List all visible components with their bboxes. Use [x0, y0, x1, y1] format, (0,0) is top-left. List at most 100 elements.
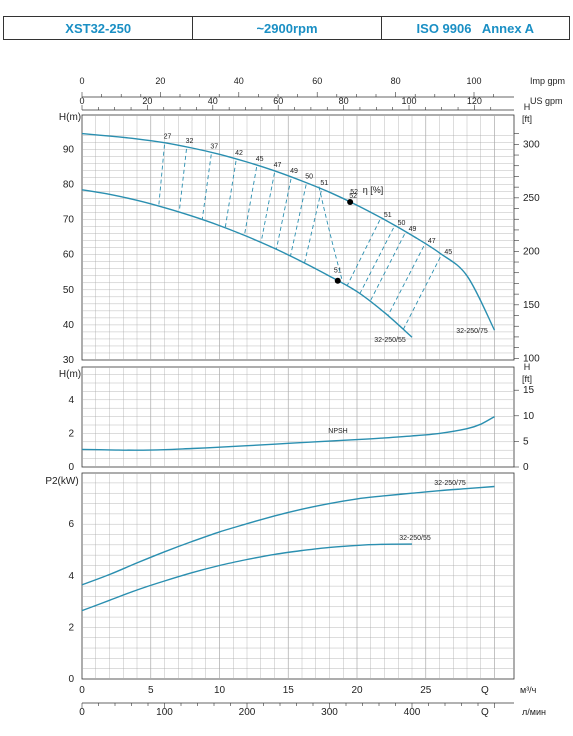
- imp-gpm-tick-label: 20: [155, 76, 165, 86]
- efficiency-label-top: 51: [320, 180, 328, 187]
- us-gpm-tick-label: 0: [79, 96, 84, 106]
- efficiency-iso-line-low: [346, 219, 381, 287]
- head-frame: [81, 114, 515, 361]
- npsh-ft-unit: [ft]: [522, 374, 532, 384]
- efficiency-iso-line-low: [369, 234, 405, 302]
- us-gpm-tick-label: 80: [339, 96, 349, 106]
- imp-gpm-tick-label: 100: [466, 76, 481, 86]
- power-curve-32-250-75: [81, 485, 495, 586]
- efficiency-label-low: 49: [409, 226, 417, 233]
- head-ft-tick-label: 200: [523, 246, 540, 257]
- head-y-tick-label: 30: [63, 355, 75, 366]
- efficiency-label-low: 47: [428, 238, 436, 245]
- efficiency-label-low: 51: [384, 212, 392, 219]
- efficiency-iso-line: [260, 172, 275, 243]
- power-y-tick-label: 0: [68, 674, 74, 685]
- efficiency-iso-line-low: [359, 227, 394, 294]
- head-ft-tick-label: 100: [523, 353, 540, 364]
- efficiency-label-low: 50: [398, 220, 406, 227]
- npsh-ft-tick-label: 0: [523, 462, 529, 473]
- efficiency-axis-label: η [%]: [363, 185, 384, 195]
- power-y-tick-label: 4: [68, 571, 74, 582]
- npsh-curve-label: NPSH: [328, 428, 347, 435]
- flow-x-tick-label: 15: [283, 685, 295, 696]
- efficiency-label-low: 45: [444, 249, 452, 256]
- npsh-ft-label: H: [524, 362, 531, 372]
- us-gpm-tick-label: 100: [401, 96, 416, 106]
- efficiency-iso-line-low: [387, 245, 425, 316]
- header-table: XST32-250 ~2900rpm ISO 9906 Annex A: [3, 16, 570, 40]
- efficiency-iso-line: [178, 148, 187, 213]
- model-cell: XST32-250: [65, 20, 132, 36]
- efficiency-iso-line: [304, 190, 322, 264]
- head-ft-unit: [ft]: [522, 114, 532, 124]
- efficiency-label-top: 37: [210, 143, 218, 150]
- head-y-tick-label: 70: [63, 215, 75, 226]
- head-y-tick-label: 80: [63, 180, 75, 191]
- standard-cell: ISO 9906 Annex A: [380, 17, 569, 39]
- efficiency-label-top: 32: [186, 138, 194, 145]
- flow-x-tick-label: 5: [148, 685, 154, 696]
- flow-x-tick-label: 25: [420, 685, 432, 696]
- head-ft-tick-label: 150: [523, 300, 540, 311]
- flow-x-tick-label: 0: [79, 685, 85, 696]
- bep-label-75: 52: [350, 189, 358, 196]
- lmin-tick-label: 400: [404, 707, 421, 718]
- flow-x-q-label: Q: [481, 685, 489, 696]
- flow-x-tick-label: 10: [214, 685, 226, 696]
- imp-gpm-tick-label: 80: [391, 76, 401, 86]
- head-y-tick-label: 50: [63, 285, 75, 296]
- power-curve-label-55: 32-250/55: [399, 535, 431, 542]
- npsh-frame: [81, 366, 515, 468]
- efficiency-label-top: 45: [256, 156, 264, 163]
- head-ft-tick-label: 300: [523, 139, 540, 150]
- imp-gpm-tick-label: 0: [79, 76, 84, 86]
- npsh-ft-tick-label: 10: [523, 411, 535, 422]
- efficiency-iso-line: [275, 178, 292, 250]
- head-ft-label: H: [524, 102, 531, 112]
- speed-cell: ~2900rpm: [192, 17, 380, 39]
- npsh-y-tick-label: 2: [68, 428, 74, 439]
- efficiency-iso-line: [243, 167, 258, 236]
- efficiency-iso-line: [224, 160, 237, 228]
- npsh-ft-tick-label: 15: [523, 385, 535, 396]
- bep-dot-75: [347, 198, 354, 205]
- npsh-ft-tick-label: 5: [523, 436, 529, 447]
- head-curve-label-55: 32-250/55: [374, 337, 406, 344]
- head-curve-label-75: 32-250/75: [456, 328, 488, 335]
- imp-gpm-tick-label: 40: [234, 76, 244, 86]
- power-curve-label-75: 32-250/75: [434, 480, 466, 487]
- npsh-y-label: H(m): [59, 369, 81, 380]
- head-y-tick-label: 40: [63, 320, 75, 331]
- bep-dot-55: [334, 277, 341, 284]
- power-curve-32-250-55: [81, 543, 413, 612]
- power-y-tick-label: 2: [68, 622, 74, 633]
- head-y-tick-label: 60: [63, 250, 75, 261]
- npsh-y-tick-label: 4: [68, 395, 74, 406]
- efficiency-iso-line: [158, 144, 165, 207]
- us-gpm-tick-label: 120: [467, 96, 482, 106]
- lmin-tick-label: 0: [79, 707, 85, 718]
- lmin-tick-label: 200: [239, 707, 256, 718]
- us-gpm-tick-label: 60: [273, 96, 283, 106]
- efficiency-iso-line: [201, 154, 212, 220]
- npsh-curve: [81, 415, 495, 451]
- head-curve-32-250-75: [81, 132, 496, 331]
- us-gpm-tick-label: 20: [142, 96, 152, 106]
- lmin-tick-label: 300: [321, 707, 338, 718]
- efficiency-loop-line: [318, 184, 343, 279]
- power-y-label: P2(kW): [45, 476, 78, 487]
- us-gpm-tick-label: 40: [208, 96, 218, 106]
- efficiency-label-top: 42: [235, 150, 243, 157]
- efficiency-label-top: 50: [305, 174, 313, 181]
- head-y-tick-label: 90: [63, 144, 75, 155]
- flow-x-unit: м³/ч: [520, 685, 537, 695]
- head-curve-32-250-55: [81, 189, 413, 338]
- efficiency-label-top: 27: [164, 134, 172, 141]
- bep-label-55: 51: [334, 268, 342, 275]
- imp-gpm-unit: Imp gpm: [530, 76, 565, 86]
- head-y-label: H(m): [59, 112, 81, 123]
- lmin-unit: л/мин: [522, 707, 546, 717]
- efficiency-label-top: 52: [349, 193, 357, 200]
